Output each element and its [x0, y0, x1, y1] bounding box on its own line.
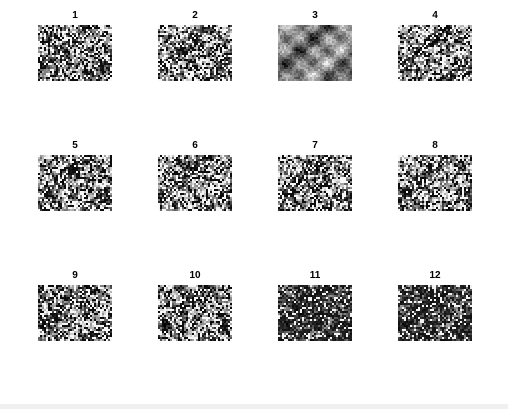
- subplot-10: 10: [158, 269, 232, 341]
- subplot-title: 2: [192, 10, 198, 21]
- subplot-title: 10: [189, 270, 201, 281]
- subplot-title: 6: [192, 140, 198, 151]
- subplot-6: 6: [158, 139, 232, 211]
- subplot-image: [398, 155, 472, 211]
- subplot-title: 8: [432, 140, 438, 151]
- subplot-9: 9: [38, 269, 112, 341]
- subplot-11: 11: [278, 269, 352, 341]
- subplot-1: 1: [38, 9, 112, 81]
- subplot-title: 9: [72, 270, 78, 281]
- subplot-2: 2: [158, 9, 232, 81]
- subplot-image: [398, 285, 472, 341]
- subplot-image: [158, 25, 232, 81]
- subplot-8: 8: [398, 139, 472, 211]
- subplot-image: [278, 25, 352, 81]
- subplot-title: 11: [309, 270, 321, 281]
- subplot-7: 7: [278, 139, 352, 211]
- subplot-image: [398, 25, 472, 81]
- subplot-image: [158, 285, 232, 341]
- subplot-5: 5: [38, 139, 112, 211]
- subplot-4: 4: [398, 9, 472, 81]
- subplot-title: 3: [312, 10, 318, 21]
- subplot-image: [38, 25, 112, 81]
- subplot-title: 7: [312, 140, 318, 151]
- subplot-title: 5: [72, 140, 78, 151]
- subplot-12: 12: [398, 269, 472, 341]
- subplot-image: [278, 155, 352, 211]
- subplot-image: [38, 155, 112, 211]
- subplot-image: [38, 285, 112, 341]
- subplot-image: [158, 155, 232, 211]
- status-strip: [0, 404, 508, 409]
- subplot-title: 4: [432, 10, 438, 21]
- subplot-title: 12: [429, 270, 441, 281]
- subplot-3: 3: [278, 9, 352, 81]
- subplot-title: 1: [72, 10, 78, 21]
- subplot-image: [278, 285, 352, 341]
